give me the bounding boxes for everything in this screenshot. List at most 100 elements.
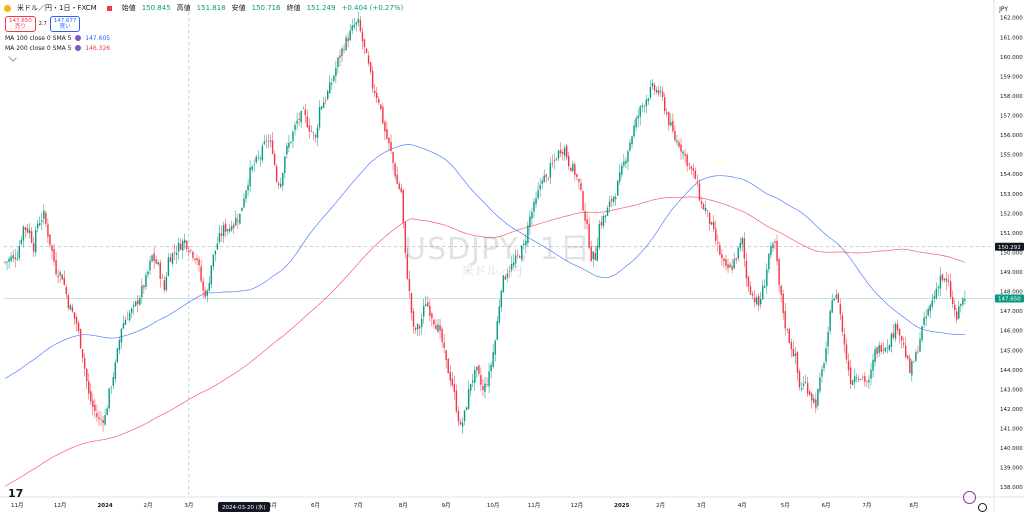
candle-body bbox=[545, 174, 547, 177]
candle-body bbox=[727, 264, 729, 269]
candle-body bbox=[939, 275, 942, 289]
candle-body bbox=[12, 255, 14, 259]
candle-body bbox=[480, 375, 482, 385]
candle-body bbox=[73, 312, 76, 319]
ma200-text: MA 200 close 0 SMA 5 bbox=[5, 45, 72, 52]
candle-body bbox=[53, 249, 55, 262]
candle-body bbox=[210, 265, 213, 285]
candle-body bbox=[543, 175, 545, 183]
symbol-title[interactable]: 米ドル／円・1日・FXCM bbox=[17, 4, 97, 12]
candle-body bbox=[288, 142, 290, 148]
candle-body bbox=[837, 293, 840, 303]
candle-body bbox=[943, 278, 946, 281]
candle-body bbox=[700, 201, 703, 205]
candle-body bbox=[284, 156, 286, 173]
candle-body bbox=[623, 161, 625, 166]
candle-body bbox=[339, 55, 341, 58]
candle-body bbox=[833, 298, 835, 301]
candle-body bbox=[745, 260, 748, 279]
candle-body bbox=[416, 324, 419, 330]
candle-body bbox=[696, 181, 699, 182]
ma100-legend[interactable]: MA 100 close 0 SMA 5 147.605 bbox=[5, 35, 110, 42]
x-tick-label: 5月 bbox=[268, 502, 277, 509]
candle-body bbox=[94, 404, 96, 412]
candle-body bbox=[474, 370, 476, 383]
sell-button[interactable]: 147.650 売り bbox=[5, 16, 36, 32]
gear-icon[interactable] bbox=[75, 45, 82, 51]
candle-body bbox=[32, 243, 35, 252]
candle-body bbox=[802, 383, 805, 386]
candle-body bbox=[16, 258, 18, 260]
candle-body bbox=[686, 154, 688, 166]
candle-body bbox=[147, 271, 149, 275]
candle-body bbox=[858, 379, 860, 381]
candle-body bbox=[927, 308, 929, 316]
candle-body bbox=[198, 259, 200, 266]
candle-body bbox=[363, 39, 366, 48]
candle-body bbox=[776, 240, 778, 262]
candle-body bbox=[657, 90, 660, 94]
candle-body bbox=[249, 167, 251, 187]
candle-body bbox=[220, 233, 223, 236]
candle-body bbox=[55, 259, 57, 275]
candle-body bbox=[204, 290, 206, 297]
candle-body bbox=[588, 223, 590, 248]
candle-body bbox=[306, 116, 309, 128]
candle-body bbox=[782, 293, 784, 314]
candle-body bbox=[637, 116, 639, 119]
candle-body bbox=[521, 245, 523, 260]
candle-body bbox=[598, 224, 601, 248]
candle-body bbox=[349, 30, 351, 41]
candle-body bbox=[157, 261, 159, 265]
tradingview-logo[interactable]: 17 bbox=[8, 487, 24, 500]
price-axis[interactable]: 138.000 139.000 140.000 141.000 142.000 143.0… bbox=[993, 0, 1024, 511]
y-tick-label: 151.000 bbox=[1000, 231, 1023, 237]
candle-body bbox=[253, 164, 255, 165]
candle-body bbox=[661, 91, 664, 97]
time-axis[interactable]: 11月 12月 2024 2月 3月 4月 5月 6月 7月 8月 9月 10月 11月 12月 2025 2… bbox=[0, 496, 1024, 509]
candle-body bbox=[682, 151, 684, 154]
chart-icon[interactable] bbox=[4, 4, 11, 12]
ma200-legend[interactable]: MA 200 close 0 SMA 5 146.326 bbox=[5, 45, 110, 52]
candle-body bbox=[537, 189, 539, 199]
candle-body bbox=[862, 376, 864, 378]
candle-body bbox=[866, 381, 868, 382]
candle-body bbox=[175, 252, 178, 255]
candle-body bbox=[655, 89, 658, 93]
candle-body bbox=[845, 344, 848, 360]
y-tick-label: 156.000 bbox=[1000, 133, 1023, 139]
candle-body bbox=[565, 145, 568, 158]
candle-body bbox=[584, 211, 586, 221]
candle-body bbox=[839, 304, 842, 315]
candle-body bbox=[322, 102, 325, 108]
gear-icon[interactable] bbox=[75, 35, 82, 41]
candle-body bbox=[578, 179, 580, 182]
candle-body bbox=[692, 168, 695, 171]
candle-body bbox=[774, 241, 776, 243]
lightning-icon[interactable] bbox=[963, 491, 976, 504]
candle-body bbox=[378, 99, 380, 103]
candle-body bbox=[347, 38, 349, 42]
candle-body bbox=[445, 350, 447, 361]
candle-body bbox=[202, 281, 204, 291]
candle-body bbox=[553, 159, 556, 161]
candle-body bbox=[659, 90, 662, 92]
candle-body bbox=[733, 259, 735, 269]
candle-body bbox=[715, 228, 717, 241]
candle-body bbox=[594, 252, 596, 260]
candle-body bbox=[921, 325, 923, 341]
y-tick-label: 145.000 bbox=[1000, 348, 1023, 354]
candle-body bbox=[563, 147, 566, 156]
candle-body bbox=[320, 106, 323, 109]
candle-body bbox=[759, 298, 762, 305]
candle-body bbox=[469, 383, 472, 391]
candle-body bbox=[59, 272, 61, 276]
candle-body bbox=[167, 257, 170, 276]
grid bbox=[4, 6, 994, 497]
buy-button[interactable]: 147.677 買い bbox=[49, 16, 81, 32]
candle-body bbox=[151, 255, 153, 262]
candle-body bbox=[909, 357, 911, 373]
candle-body bbox=[592, 251, 594, 260]
candle-body bbox=[88, 381, 90, 394]
